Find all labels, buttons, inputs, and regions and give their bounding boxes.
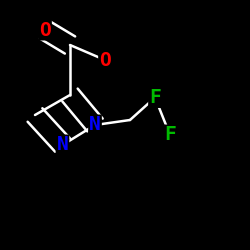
Text: O: O — [99, 50, 111, 70]
Text: F: F — [149, 88, 161, 107]
Text: O: O — [39, 20, 51, 40]
Text: N: N — [56, 136, 68, 154]
Text: N: N — [89, 116, 101, 134]
Text: F: F — [164, 126, 176, 144]
